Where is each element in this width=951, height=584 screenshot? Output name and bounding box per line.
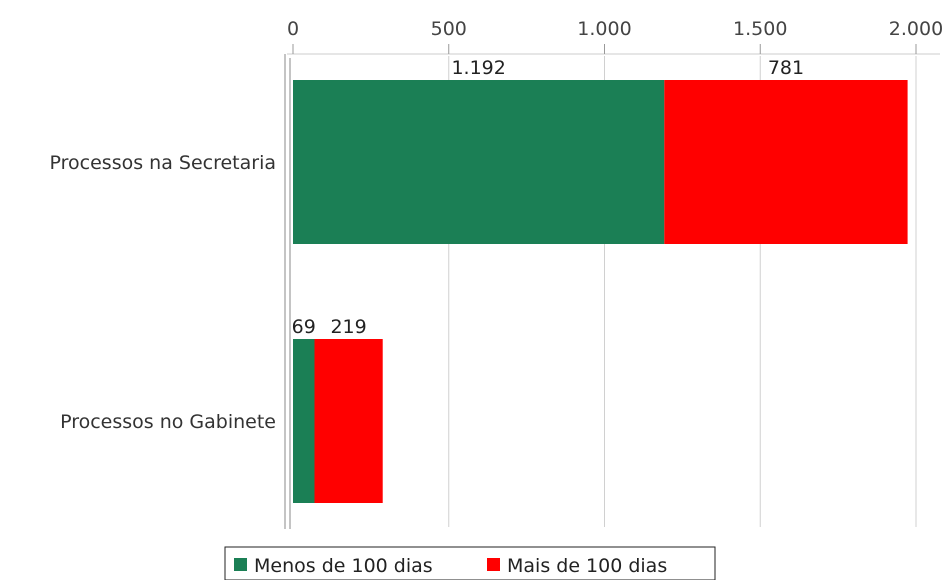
data-labels: 1.192 781 69 219 xyxy=(292,57,804,338)
legend-swatch xyxy=(487,558,500,571)
x-tick-label: 1.500 xyxy=(733,18,787,40)
category-label: Processos na Secretaria xyxy=(50,152,276,174)
bars xyxy=(293,80,908,503)
legend-label: Mais de 100 dias xyxy=(507,555,667,577)
data-label: 1.192 xyxy=(451,57,505,79)
bar-segment xyxy=(293,80,665,244)
legend-label: Menos de 100 dias xyxy=(254,555,433,577)
bar-segment xyxy=(314,339,383,503)
category-labels: Processos na Secretaria Processos no Gabi… xyxy=(50,152,276,433)
legend-swatch xyxy=(234,558,247,571)
x-tick-label: 2.000 xyxy=(889,18,943,40)
data-label: 219 xyxy=(330,316,366,338)
data-label: 69 xyxy=(292,316,316,338)
x-tick-label: 0 xyxy=(287,18,299,40)
data-label: 781 xyxy=(768,57,804,79)
plot-frame xyxy=(284,53,940,529)
bar-segment xyxy=(293,339,315,503)
legend: Menos de 100 dias Mais de 100 dias xyxy=(224,546,716,581)
x-tick-label: 500 xyxy=(431,18,467,40)
x-axis-ticks: 0 500 1.000 1.500 2.000 xyxy=(287,18,943,54)
bar-segment xyxy=(664,80,908,244)
category-label: Processos no Gabinete xyxy=(60,411,276,433)
x-tick-label: 1.000 xyxy=(577,18,631,40)
